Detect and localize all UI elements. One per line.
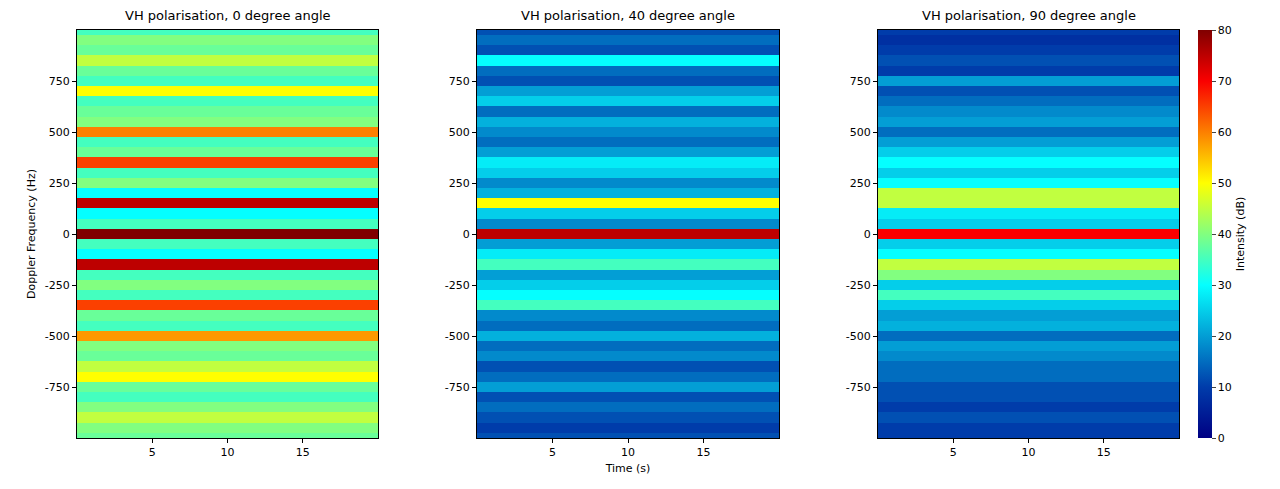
- svg-text:500: 500: [449, 126, 470, 139]
- svg-text:Doppler Frequency (Hz): Doppler Frequency (Hz): [25, 169, 38, 299]
- svg-text:10: 10: [1218, 381, 1232, 394]
- svg-text:250: 250: [449, 177, 470, 190]
- svg-text:60: 60: [1218, 126, 1232, 139]
- svg-text:VH polarisation, 90 degree ang: VH polarisation, 90 degree angle: [922, 8, 1136, 23]
- svg-text:5: 5: [149, 446, 156, 459]
- svg-text:-250: -250: [846, 279, 871, 292]
- svg-text:-250: -250: [445, 279, 470, 292]
- svg-text:-500: -500: [45, 330, 70, 343]
- svg-text:750: 750: [449, 75, 470, 88]
- svg-text:Time (s): Time (s): [605, 462, 651, 475]
- svg-text:5: 5: [549, 446, 556, 459]
- svg-text:70: 70: [1218, 75, 1232, 88]
- svg-text:500: 500: [49, 126, 70, 139]
- svg-text:250: 250: [850, 177, 871, 190]
- svg-text:500: 500: [850, 126, 871, 139]
- svg-text:20: 20: [1218, 330, 1232, 343]
- svg-text:40: 40: [1218, 228, 1232, 241]
- svg-text:0: 0: [463, 228, 470, 241]
- svg-text:-500: -500: [846, 330, 871, 343]
- svg-text:250: 250: [49, 177, 70, 190]
- svg-text:-750: -750: [445, 381, 470, 394]
- svg-text:15: 15: [1097, 446, 1111, 459]
- svg-text:0: 0: [1218, 432, 1225, 445]
- svg-text:30: 30: [1218, 279, 1232, 292]
- svg-text:10: 10: [221, 446, 235, 459]
- svg-text:Intensity (dB): Intensity (dB): [1234, 197, 1247, 272]
- svg-text:0: 0: [864, 228, 871, 241]
- svg-text:VH polarisation, 40 degree ang: VH polarisation, 40 degree angle: [521, 8, 735, 23]
- svg-text:0: 0: [63, 228, 70, 241]
- svg-text:VH polarisation, 0 degree angl: VH polarisation, 0 degree angle: [125, 8, 331, 23]
- svg-text:-500: -500: [445, 330, 470, 343]
- svg-text:-750: -750: [846, 381, 871, 394]
- svg-text:5: 5: [950, 446, 957, 459]
- svg-text:80: 80: [1218, 24, 1232, 37]
- svg-text:-250: -250: [45, 279, 70, 292]
- svg-text:15: 15: [697, 446, 711, 459]
- svg-text:-750: -750: [45, 381, 70, 394]
- svg-text:50: 50: [1218, 177, 1232, 190]
- svg-text:750: 750: [49, 75, 70, 88]
- svg-text:750: 750: [850, 75, 871, 88]
- svg-text:10: 10: [621, 446, 635, 459]
- svg-text:15: 15: [296, 446, 310, 459]
- svg-text:10: 10: [1022, 446, 1036, 459]
